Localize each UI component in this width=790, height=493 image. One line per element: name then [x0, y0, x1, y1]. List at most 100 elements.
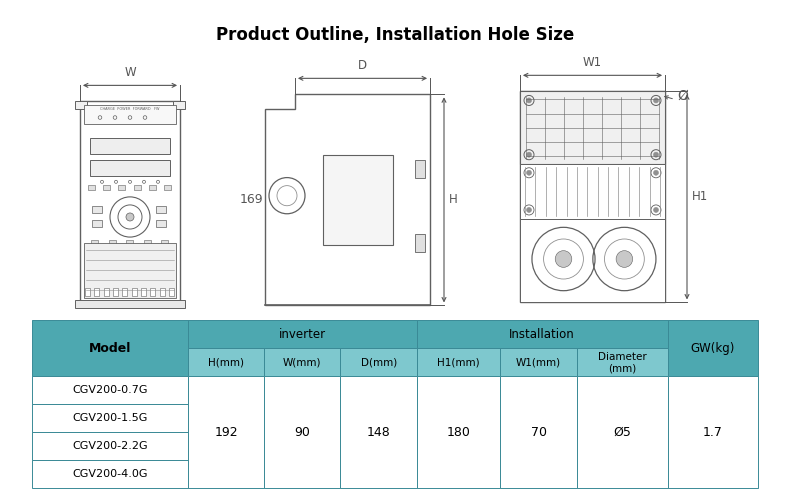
Bar — [188, 349, 264, 376]
Bar — [122, 288, 127, 296]
Bar — [520, 91, 665, 164]
Text: D: D — [358, 59, 367, 72]
Text: 180: 180 — [446, 425, 471, 439]
Bar — [500, 349, 577, 376]
Bar — [264, 376, 340, 488]
Text: H1(mm): H1(mm) — [438, 357, 480, 367]
Bar — [88, 185, 95, 190]
Bar — [90, 160, 170, 176]
Text: GW(kg): GW(kg) — [690, 342, 735, 355]
Text: W1: W1 — [583, 56, 602, 70]
Circle shape — [526, 152, 532, 157]
Bar — [32, 376, 188, 404]
Text: 192: 192 — [214, 425, 238, 439]
Bar — [500, 376, 577, 488]
Bar — [322, 155, 393, 245]
Bar — [132, 288, 137, 296]
Text: 169: 169 — [239, 193, 263, 207]
Circle shape — [616, 250, 633, 267]
Text: 148: 148 — [367, 425, 390, 439]
Text: CGV200-0.7G: CGV200-0.7G — [72, 386, 148, 395]
Bar — [113, 288, 118, 296]
Bar — [75, 300, 185, 309]
Circle shape — [653, 98, 659, 103]
Circle shape — [126, 213, 134, 221]
Text: H: H — [449, 193, 457, 207]
Circle shape — [526, 170, 532, 176]
Bar — [340, 349, 417, 376]
Bar — [32, 320, 188, 376]
Text: CGV200-4.0G: CGV200-4.0G — [72, 469, 148, 479]
Bar — [417, 349, 500, 376]
Bar — [150, 288, 156, 296]
Bar — [92, 206, 102, 213]
Bar — [156, 220, 166, 227]
Bar — [160, 288, 164, 296]
Bar — [668, 376, 758, 488]
Text: Diameter
(mm): Diameter (mm) — [598, 352, 646, 373]
Text: CGV200-1.5G: CGV200-1.5G — [72, 413, 148, 423]
Bar — [90, 138, 170, 154]
Bar — [32, 404, 188, 432]
Bar — [577, 349, 668, 376]
Text: Installation: Installation — [510, 328, 575, 341]
Bar — [103, 185, 110, 190]
Text: 70: 70 — [531, 425, 547, 439]
Circle shape — [555, 250, 572, 267]
Bar — [94, 288, 100, 296]
Bar — [161, 240, 168, 245]
Bar — [340, 376, 417, 488]
Bar — [92, 220, 102, 227]
Bar — [520, 219, 665, 302]
Bar — [415, 160, 425, 178]
Bar — [144, 240, 151, 245]
Text: H(mm): H(mm) — [208, 357, 244, 367]
Text: Ø: Ø — [677, 88, 688, 103]
Text: Model: Model — [88, 342, 131, 355]
Bar — [32, 460, 188, 488]
Circle shape — [653, 152, 659, 157]
Text: CGV200-2.2G: CGV200-2.2G — [72, 441, 148, 451]
Bar — [126, 240, 133, 245]
Bar — [108, 240, 115, 245]
Bar — [80, 102, 180, 302]
Circle shape — [526, 98, 532, 103]
Bar — [118, 185, 126, 190]
Bar — [577, 376, 668, 488]
Text: 90: 90 — [295, 425, 310, 439]
Bar — [164, 185, 171, 190]
Bar — [520, 164, 665, 219]
Text: W1(mm): W1(mm) — [516, 357, 561, 367]
Text: W(mm): W(mm) — [283, 357, 322, 367]
Polygon shape — [265, 95, 430, 305]
Text: CHARGE  POWER  FORWARD   FW: CHARGE POWER FORWARD FW — [100, 107, 160, 111]
Bar — [417, 320, 668, 349]
Bar — [103, 288, 109, 296]
Bar — [520, 91, 665, 302]
Circle shape — [653, 170, 659, 176]
Circle shape — [526, 208, 532, 212]
Bar — [149, 185, 156, 190]
Bar — [156, 206, 166, 213]
Bar — [169, 288, 174, 296]
Text: Ø5: Ø5 — [613, 425, 631, 439]
Text: W: W — [124, 67, 136, 79]
Bar — [173, 102, 185, 109]
Bar — [141, 288, 146, 296]
Circle shape — [653, 208, 659, 212]
Bar — [84, 243, 176, 298]
Bar — [134, 185, 141, 190]
Text: Product Outline, Installation Hole Size: Product Outline, Installation Hole Size — [216, 26, 574, 43]
Text: 1.7: 1.7 — [703, 425, 723, 439]
Bar — [264, 349, 340, 376]
Text: H1: H1 — [692, 190, 709, 204]
Bar — [415, 234, 425, 252]
Bar — [32, 432, 188, 460]
Text: D(mm): D(mm) — [360, 357, 397, 367]
Bar — [668, 320, 758, 376]
Bar — [188, 320, 417, 349]
Bar — [91, 240, 98, 245]
Bar — [85, 288, 90, 296]
Text: inverter: inverter — [279, 328, 326, 341]
Bar — [84, 106, 176, 124]
